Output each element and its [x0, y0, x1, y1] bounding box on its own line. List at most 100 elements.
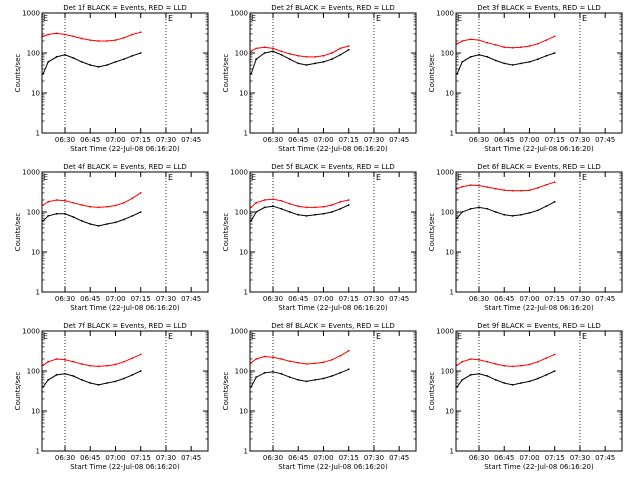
- lld-data-point: [280, 199, 283, 202]
- y-tick-label: 1000: [22, 10, 40, 18]
- events-data-point: [314, 379, 316, 381]
- lld-data-point: [89, 364, 92, 367]
- y-axis-label: Counts/sec: [222, 54, 230, 93]
- lld-data-point: [97, 365, 100, 368]
- corner-mark-left: E: [457, 332, 462, 341]
- x-axis-label: Start Time (22-Jul-08 06:16:20): [70, 145, 180, 153]
- lld-data-point: [545, 183, 548, 186]
- lld-data-point: [139, 31, 142, 34]
- events-data-point: [42, 73, 44, 75]
- y-tick-label: 100: [441, 368, 454, 376]
- x-tick-label: 07:00: [105, 136, 125, 144]
- plot-frame: [455, 12, 623, 134]
- x-tick-label: 07:15: [545, 295, 565, 303]
- events-data-point: [272, 371, 274, 373]
- events-data-point: [503, 62, 506, 65]
- y-tick-label: 1000: [436, 10, 454, 18]
- chart-title: Det 7f BLACK = Events, RED = LLD: [63, 322, 186, 330]
- y-tick-label: 100: [235, 209, 248, 217]
- chart-panel: Det 8f BLACK = Events, RED = LLD E E 1 10 100…: [222, 322, 417, 471]
- lld-data-point: [520, 46, 522, 49]
- lld-data-point: [263, 199, 266, 201]
- y-tick-label: 1: [36, 448, 40, 456]
- lld-data-point: [42, 204, 44, 206]
- lld-data-point: [131, 33, 134, 36]
- lld-data-point: [456, 187, 458, 190]
- corner-mark-right: E: [582, 332, 587, 341]
- y-tick-label: 1000: [22, 328, 40, 336]
- events-data-point: [106, 64, 108, 66]
- lld-data-point: [331, 52, 333, 54]
- lld-data-point: [64, 199, 66, 202]
- chart-title: Det 5f BLACK = Events, RED = LLD: [271, 163, 394, 171]
- x-tick-label: 07:00: [313, 136, 333, 144]
- x-tick-label: 06:45: [80, 295, 100, 303]
- x-tick-label: 07:00: [105, 454, 125, 462]
- lld-data-point: [123, 360, 125, 363]
- events-data-point: [339, 207, 342, 210]
- chart-title: Det 1f BLACK = Events, RED = LLD: [63, 4, 186, 12]
- x-tick-label: 06:45: [288, 295, 308, 303]
- corner-mark-right: E: [168, 14, 173, 23]
- events-data-point: [331, 58, 333, 61]
- events-data-point: [42, 220, 44, 222]
- chart-title: Det 9f BLACK = Events, RED = LLD: [477, 322, 600, 330]
- x-axis-label: Start Time (22-Jul-08 06:16:20): [278, 304, 388, 312]
- lld-data-point: [553, 353, 556, 356]
- lld-data-point: [80, 204, 83, 206]
- chart-title: Det 6f BLACK = Events, RED = LLD: [477, 163, 600, 171]
- x-tick-label: 07:00: [313, 295, 333, 303]
- events-data-point: [545, 205, 548, 208]
- x-tick-label: 07:15: [339, 136, 359, 144]
- events-data-point: [528, 212, 531, 214]
- x-tick-label: 07:30: [364, 136, 384, 144]
- events-series-line: [42, 370, 141, 388]
- y-axis-label: Counts/sec: [428, 54, 436, 93]
- lld-data-point: [347, 199, 350, 201]
- lld-data-point: [461, 185, 464, 188]
- events-data-point: [280, 207, 283, 210]
- lld-data-point: [89, 39, 92, 41]
- x-tick-label: 07:45: [595, 295, 615, 303]
- events-data-point: [297, 379, 300, 381]
- events-data-point: [297, 213, 300, 216]
- events-data-point: [80, 220, 83, 222]
- lld-data-point: [114, 39, 117, 41]
- x-tick-label: 06:30: [469, 295, 489, 303]
- events-data-point: [106, 223, 108, 225]
- lld-data-point: [478, 358, 480, 361]
- chart-panel: Det 4f BLACK = Events, RED = LLD E E 1 10 100…: [14, 163, 209, 312]
- lld-data-point: [511, 46, 514, 49]
- x-tick-label: 07:30: [364, 295, 384, 303]
- y-tick-label: 1000: [436, 328, 454, 336]
- y-tick-label: 10: [445, 249, 454, 257]
- events-data-point: [528, 61, 531, 63]
- lld-data-point: [537, 42, 539, 45]
- x-tick-label: 06:30: [55, 454, 75, 462]
- events-data-point: [478, 206, 480, 209]
- lld-data-point: [64, 358, 66, 361]
- lld-data-point: [339, 354, 342, 357]
- corner-mark-left: E: [251, 14, 256, 23]
- lld-data-point: [97, 206, 100, 209]
- events-data-point: [139, 370, 142, 372]
- y-tick-label: 1000: [230, 10, 248, 18]
- x-tick-label: 07:15: [131, 454, 151, 462]
- lld-data-point: [123, 36, 125, 39]
- events-data-point: [314, 62, 316, 65]
- events-data-point: [89, 64, 92, 66]
- corner-mark-left: E: [43, 173, 48, 182]
- y-tick-label: 1: [244, 130, 248, 138]
- events-data-point: [305, 64, 308, 66]
- corner-mark-right: E: [376, 173, 381, 182]
- events-data-point: [263, 371, 266, 374]
- y-tick-label: 1: [450, 289, 454, 297]
- x-tick-label: 06:45: [288, 136, 308, 144]
- lld-series-line: [42, 353, 141, 367]
- chart-title: Det 3f BLACK = Events, RED = LLD: [477, 4, 600, 12]
- lld-data-point: [528, 189, 531, 192]
- events-data-point: [97, 66, 100, 68]
- lld-series-line: [456, 181, 555, 192]
- lld-data-point: [114, 204, 117, 207]
- events-data-point: [478, 372, 480, 375]
